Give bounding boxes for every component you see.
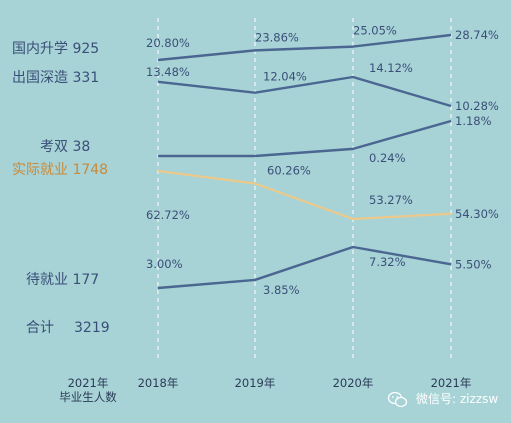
series-line-0 xyxy=(157,33,452,62)
data-label-4-3: 5.50% xyxy=(455,257,492,271)
x-tick-2: 2020年 xyxy=(333,376,374,390)
series-lines xyxy=(157,33,452,290)
watermark-text: 微信号: zizzsw xyxy=(416,392,498,406)
data-label-3-3: 54.30% xyxy=(455,207,499,221)
data-label-0-2: 25.05% xyxy=(353,24,397,38)
category-label-1: 出国深造 331 xyxy=(12,70,99,86)
data-label-4-2: 7.32% xyxy=(369,255,406,269)
category-label-0: 国内升学 925 xyxy=(12,41,99,57)
grid xyxy=(157,18,452,362)
x-tick-1: 2019年 xyxy=(235,376,276,390)
category-label-3: 实际就业 1748 xyxy=(12,162,108,178)
x-tick-0: 2018年 xyxy=(138,376,179,390)
data-label-3-1: 60.26% xyxy=(267,163,311,177)
series-line-1 xyxy=(157,75,452,108)
row-header-1: 毕业生人数 xyxy=(59,390,117,404)
data-label-1-3: 10.28% xyxy=(455,99,499,113)
category-label-4: 待就业 177 xyxy=(26,272,99,288)
watermark: 微信号: zizzsw xyxy=(387,391,498,408)
data-label-1-0: 13.48% xyxy=(146,65,190,79)
data-label-1-1: 12.04% xyxy=(263,70,307,84)
data-label-1-2: 14.12% xyxy=(369,61,413,75)
data-label-3-0: 62.72% xyxy=(146,208,190,222)
data-label-2-3: 1.18% xyxy=(455,114,492,128)
wechat-icon xyxy=(387,391,408,408)
total-label: 合计 xyxy=(26,320,54,336)
data-label-0-0: 20.80% xyxy=(146,36,190,50)
x-tick-3: 2021年 xyxy=(431,376,472,390)
data-label-0-3: 28.74% xyxy=(455,28,499,42)
series-line-2 xyxy=(158,119,452,158)
data-labels: 20.80% 23.86% 25.05% 28.74% 13.48% 12.04% 14.1… xyxy=(146,24,499,297)
total-count: 3219 xyxy=(74,320,110,336)
series-line-3 xyxy=(157,169,452,221)
data-label-0-1: 23.86% xyxy=(255,30,299,44)
data-label-4-0: 3.00% xyxy=(146,257,183,271)
data-label-2-2: 0.24% xyxy=(369,151,406,165)
data-label-3-2: 53.27% xyxy=(369,193,413,207)
row-header-0: 2021年 xyxy=(68,376,109,390)
category-labels: 国内升学 925 出国深造 331 考双 38 实际就业 1748 待就业 177 合计 3… xyxy=(12,41,110,336)
data-label-4-1: 3.85% xyxy=(263,283,300,297)
series-line-4 xyxy=(157,245,452,290)
category-label-2: 考双 38 xyxy=(40,139,90,155)
